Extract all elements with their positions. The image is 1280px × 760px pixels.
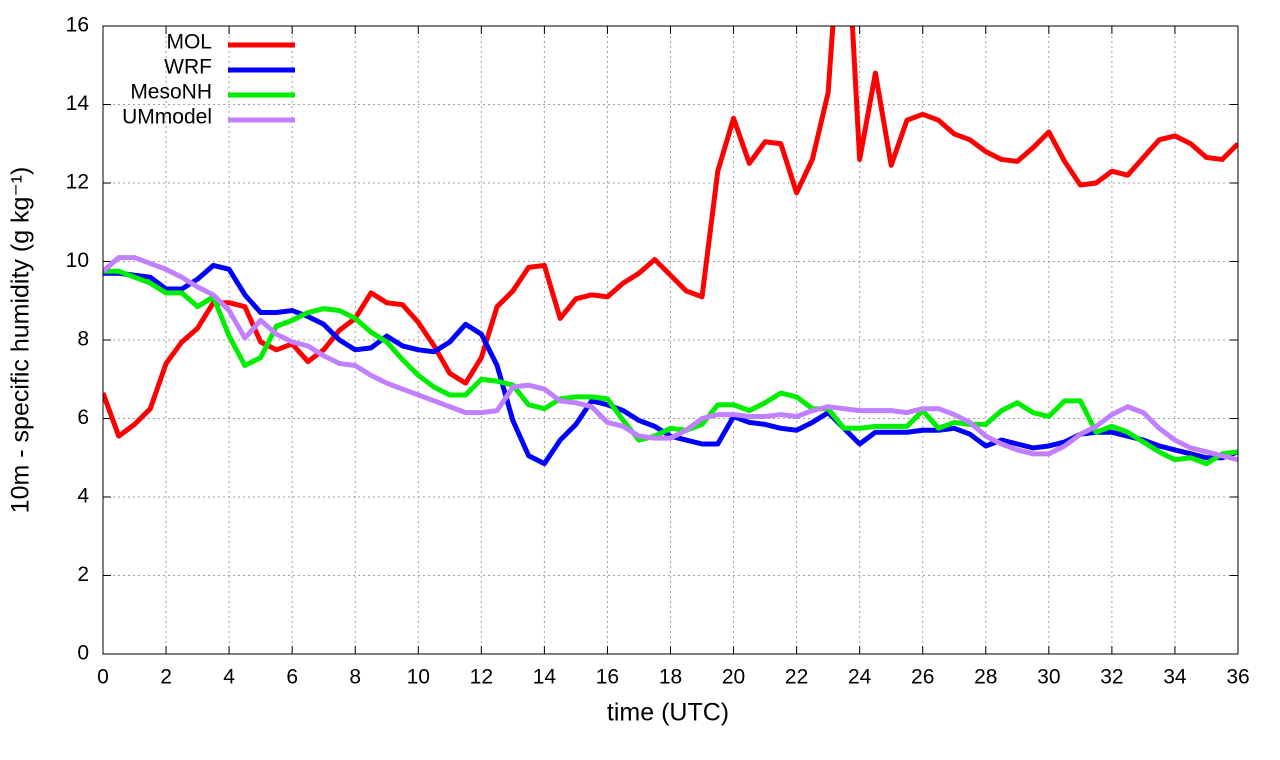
x-tick-label: 36 [1226, 666, 1249, 689]
x-tick-label: 20 [722, 666, 745, 689]
x-tick-label: 12 [470, 666, 493, 689]
x-tick-label: 30 [1037, 666, 1060, 689]
x-tick-label: 0 [97, 666, 109, 689]
x-tick-label: 34 [1163, 666, 1187, 689]
series-line [103, 268, 1238, 467]
x-tick-label: 24 [848, 666, 872, 689]
legend-label: UMmodel [122, 106, 212, 129]
x-tick-label: 18 [659, 666, 682, 689]
series-line [103, 262, 1238, 467]
legend-label: MesoNH [130, 81, 212, 104]
x-tick-label: 6 [286, 666, 298, 689]
x-tick-label: 14 [533, 666, 557, 689]
x-tick-label: 28 [974, 666, 997, 689]
y-tick-label: 8 [77, 328, 89, 351]
y-tick-label: 2 [77, 563, 89, 586]
y-tick-label: 6 [77, 406, 89, 429]
y-tick-label: 0 [77, 642, 89, 665]
x-tick-label: 4 [223, 666, 235, 689]
y-tick-label: 16 [66, 14, 89, 37]
y-tick-label: 14 [66, 92, 90, 115]
x-tick-label: 32 [1100, 666, 1123, 689]
x-tick-label: 10 [407, 666, 430, 689]
x-axis-title: time (UTC) [607, 699, 729, 727]
x-tick-label: 26 [911, 666, 934, 689]
x-tick-label: 16 [596, 666, 619, 689]
plot-area [103, 26, 1238, 467]
series-line [103, 255, 1238, 463]
y-tick-label: 10 [66, 249, 89, 272]
legend-label: WRF [164, 56, 212, 79]
plot-frame [102, 25, 1239, 655]
x-tick-label: 2 [160, 666, 172, 689]
y-tick-label: 12 [66, 171, 89, 194]
series-line [103, 26, 1238, 439]
x-tick-label: 22 [785, 666, 808, 689]
y-axis-title: 10m - specific humidity (g kg⁻¹) [7, 167, 35, 514]
y-tick-label: 4 [77, 485, 89, 508]
legend-label: MOL [166, 31, 212, 54]
x-tick-label: 8 [349, 666, 361, 689]
